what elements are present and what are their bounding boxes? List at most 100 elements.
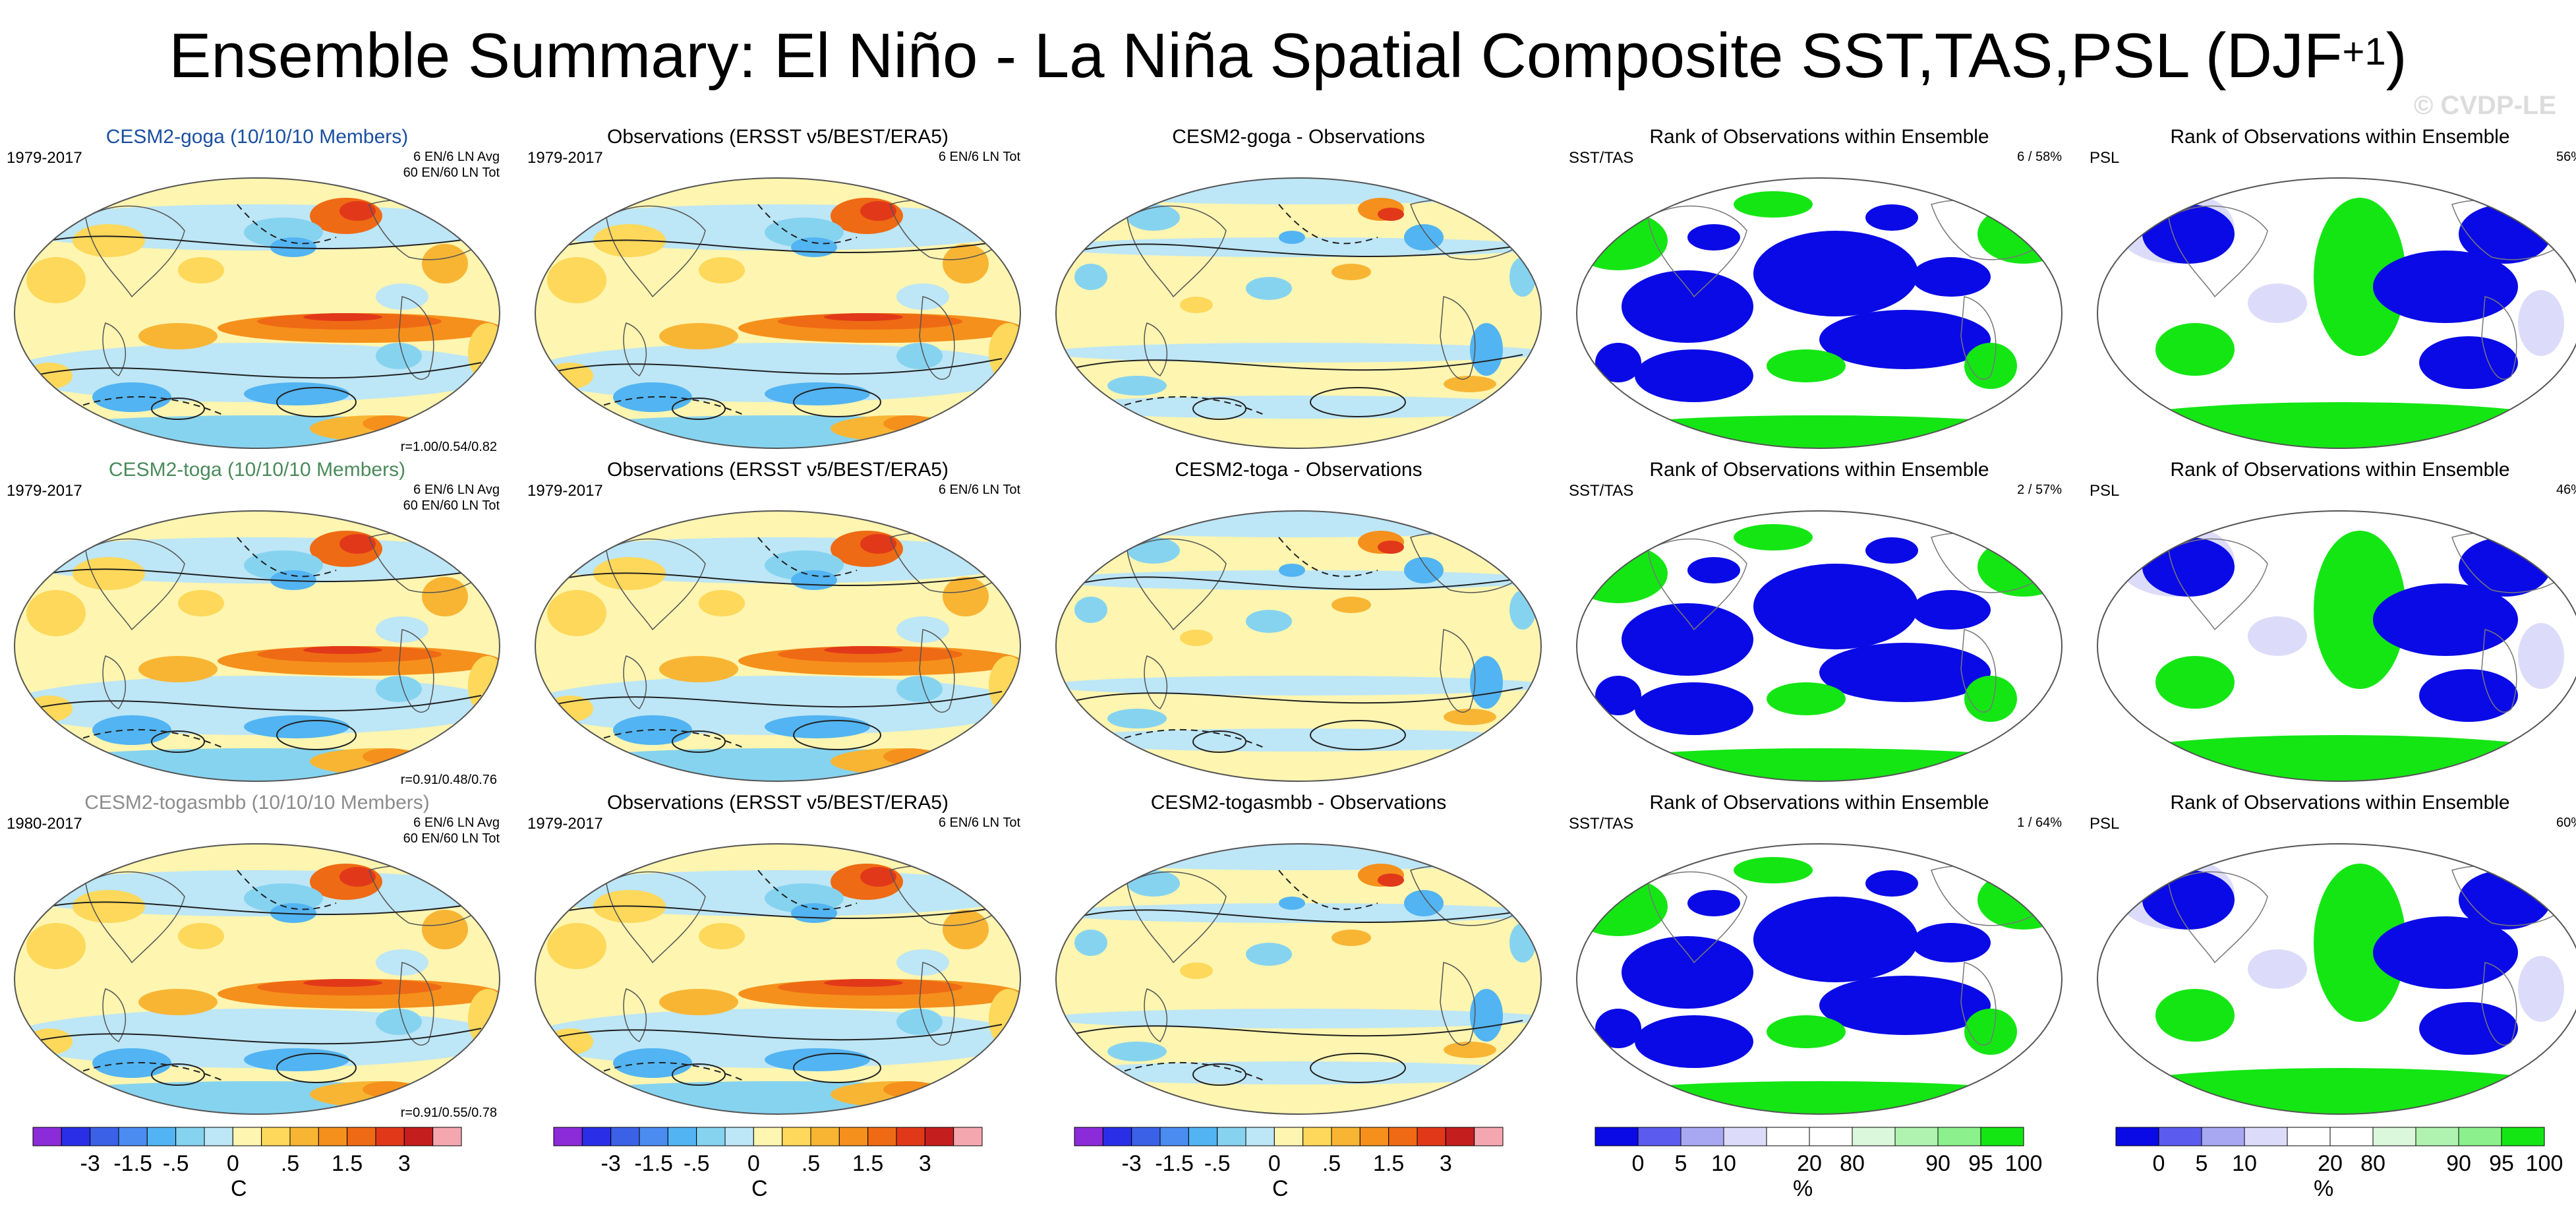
- anomaly-blob: [778, 313, 962, 330]
- anomaly-blob: [257, 979, 442, 995]
- rank-region: [2155, 656, 2235, 709]
- colorbar-swatch: [696, 1127, 726, 1146]
- panel-title: Rank of Observations within Ensemble: [2170, 459, 2510, 481]
- anomaly-blob: [1056, 1009, 1541, 1028]
- panel-period-label: SST/TAS: [1569, 149, 1634, 167]
- anomaly-blob: [270, 237, 316, 257]
- colorbar-swatch: [1388, 1127, 1418, 1146]
- panel-period-label: 1979-2017: [527, 482, 603, 500]
- colorbar-tick-label: 0: [2153, 1151, 2165, 1176]
- colorbar-swatch: [610, 1127, 640, 1146]
- colorbar-swatch: [2501, 1127, 2545, 1146]
- anomaly-blob: [270, 570, 316, 590]
- difference-panel: CESM2-toga - Observations: [1048, 458, 1549, 788]
- map-fill: [535, 844, 1020, 1114]
- rank-region: [1767, 682, 1846, 715]
- anomaly-blob: [1056, 844, 1541, 870]
- map-fill: [1577, 511, 2062, 781]
- anomaly-blob: [1056, 396, 1541, 419]
- panel-period-label: 1979-2017: [7, 149, 82, 167]
- panel-info: 2 / 57%: [2017, 482, 2062, 498]
- rank-psl-panel: Rank of Observations within Ensemble PSL 6…: [2090, 791, 2576, 1121]
- anomaly-blob: [778, 979, 962, 995]
- colorbar-swatch: [1188, 1127, 1218, 1146]
- colorbar-swatch: [289, 1127, 319, 1146]
- colorbar-tick-label: 1.5: [852, 1151, 883, 1176]
- anomaly-blob: [73, 557, 145, 590]
- anomaly-blob: [791, 237, 837, 257]
- rank-psl-panel: Rank of Observations within Ensemble PSL 4…: [2090, 458, 2576, 788]
- anomaly-blob: [1444, 376, 1496, 392]
- world-map: [14, 177, 500, 449]
- panel-period-label: PSL: [2090, 149, 2120, 167]
- anomaly-blob: [1056, 511, 1541, 537]
- anomaly-blob: [376, 1009, 422, 1035]
- panel-title: CESM2-togasmbb - Observations: [1150, 792, 1447, 814]
- rank-region: [2097, 735, 2576, 781]
- panel-info: 60%: [2556, 815, 2576, 831]
- world-map: [14, 843, 500, 1115]
- colorbar-tick-label: .5: [281, 1151, 299, 1176]
- rank-region: [2373, 916, 2518, 989]
- anomaly-blob: [943, 577, 989, 616]
- colorbar-swatch: [432, 1127, 462, 1146]
- panel-info-line: 60 EN/60 LN Tot: [403, 831, 500, 846]
- colorbar-swatch: [1723, 1127, 1767, 1146]
- rank-region: [1687, 224, 1740, 251]
- colorbar-swatch: [810, 1127, 840, 1146]
- anomaly-blob: [1180, 297, 1213, 313]
- anomaly-blob: [1404, 890, 1444, 916]
- anomaly-blob: [303, 313, 382, 321]
- anomaly-blob: [1444, 709, 1496, 725]
- world-map: [1055, 843, 1542, 1115]
- colorbar-swatch: [1637, 1127, 1682, 1146]
- rank-region: [1595, 676, 1641, 715]
- observations-panel: Observations (ERSST v5/BEST/ERA5) 1979-20…: [527, 125, 1028, 455]
- anomaly-blob: [791, 570, 837, 590]
- colorbar-swatch: [1937, 1127, 1981, 1146]
- rank-region: [1767, 1015, 1846, 1048]
- panel-info-line: 56%: [2556, 150, 2576, 164]
- world-map: [535, 177, 1021, 449]
- colorbar-swatch: [375, 1127, 405, 1146]
- colorbar-tick-label: 0: [747, 1151, 760, 1176]
- colorbar-swatch: [1102, 1127, 1132, 1146]
- rank-region: [1734, 857, 1813, 883]
- colorbar-unit: C: [1272, 1176, 1289, 1201]
- colorbar-swatch: [1303, 1127, 1332, 1146]
- rank-region: [2518, 290, 2564, 356]
- anomaly-blob: [896, 343, 943, 369]
- panel-info-line: 6 / 58%: [2017, 150, 2062, 164]
- anomaly-blob: [138, 656, 218, 682]
- rank-region: [1753, 231, 1918, 316]
- anomaly-blob: [824, 313, 903, 321]
- rank-region: [2518, 623, 2564, 689]
- map-fill: [15, 511, 500, 781]
- observations-panel: Observations (ERSST v5/BEST/ERA5) 1979-20…: [527, 458, 1028, 788]
- anomaly-blob: [73, 890, 145, 923]
- colorbar-swatch: [1359, 1127, 1390, 1146]
- colorbar-swatch: [1417, 1127, 1446, 1146]
- panel-info: 6 / 58%: [2017, 149, 2062, 165]
- rank-region: [1964, 1009, 2017, 1055]
- rank-region: [1767, 349, 1846, 382]
- rank-region: [1753, 564, 1918, 649]
- anomaly-blob: [303, 646, 382, 654]
- world-map: [535, 843, 1021, 1115]
- panel-period-label: 1979-2017: [527, 815, 603, 833]
- colorbar-swatch: [1273, 1127, 1304, 1146]
- colorbar-swatch: [1331, 1127, 1361, 1146]
- anomaly-blob: [1279, 564, 1305, 577]
- panel-title: CESM2-toga (10/10/10 Members): [108, 459, 406, 481]
- colorbar-tick-label: 3: [398, 1151, 411, 1176]
- rank-region: [1622, 936, 1753, 1009]
- anomaly-blob: [765, 1048, 870, 1071]
- model-composite-panel: CESM2-goga (10/10/10 Members) 1979-2017 6 …: [7, 125, 508, 455]
- anomaly-blob: [943, 910, 989, 949]
- rank-region: [1977, 870, 2062, 930]
- anomaly-blob: [1180, 963, 1213, 979]
- anomaly-blob: [422, 244, 468, 283]
- contours: [1074, 870, 1523, 1086]
- contours: [32, 870, 482, 1086]
- panel-info-line: 46%: [2556, 483, 2576, 497]
